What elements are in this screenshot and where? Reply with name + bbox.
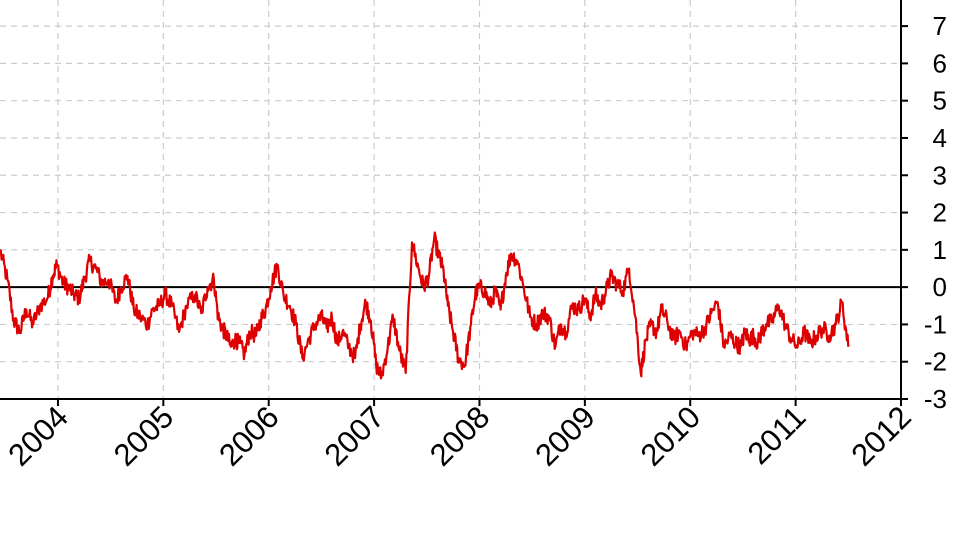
x-tick-label: 2004 [1,399,75,473]
y-tick-label: -1 [924,309,947,339]
y-tick-label: 3 [933,160,947,190]
series-line [0,231,850,380]
x-tick-label: 2009 [528,399,602,473]
x-tick-label: 2011 [741,399,813,471]
x-tick-label: 2010 [634,399,708,473]
y-tick-label: 5 [933,86,947,116]
x-tick-label: 2012 [844,399,918,473]
y-axis-ticks: 7 6 5 4 3 2 1 0 -1 -2 -3 [901,11,947,414]
y-tick-label: 0 [933,272,947,302]
y-tick-label: 7 [933,11,947,41]
y-tick-label: -3 [924,384,947,414]
x-tick-label: 2005 [107,399,181,473]
y-tick-label: 6 [933,48,947,78]
x-tick-label: 2006 [212,399,286,473]
y-tick-label: 4 [933,123,947,153]
x-axis-ticks: 2004 2005 2006 2007 2008 2009 2010 2011 2012 [1,399,918,473]
x-tick-label: 2008 [423,399,497,473]
y-tick-label: -2 [924,347,947,377]
y-tick-label: 1 [933,235,947,265]
plot-frame [0,0,902,400]
x-tick-label: 2007 [318,399,392,473]
y-tick-label: 2 [933,198,947,228]
gridlines [0,0,901,400]
